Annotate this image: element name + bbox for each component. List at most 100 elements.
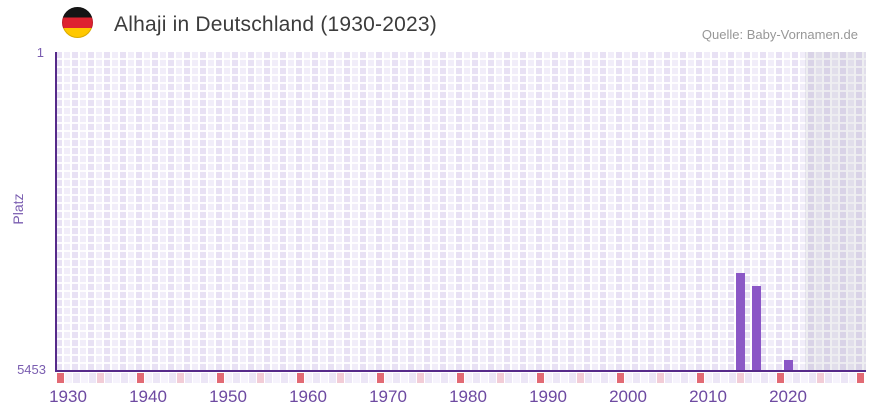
strip-cell [273,373,280,383]
strip-cell [89,373,96,383]
strip-cell [385,373,392,383]
strip-cell [561,373,568,383]
source-credit: Quelle: Baby-Vornamen.de [701,27,858,42]
strip-cell [473,373,480,383]
strip-major-tick [537,373,544,383]
x-axis-label-2010: 2010 [689,387,727,406]
strip-minor-tick [497,373,504,383]
strip-cell [833,373,840,383]
strip-minor-tick [177,373,184,383]
strip-cell [129,373,136,383]
y-axis-line [55,52,57,372]
bar-2016[interactable] [752,286,761,370]
strip-cell [281,373,288,383]
bar-2014[interactable] [736,273,745,370]
strip-cell [529,373,536,383]
chart-title: Alhaji in Deutschland (1930-2023) [114,13,437,36]
x-axis-line [55,370,866,372]
recent-years-shaded-region [805,52,866,370]
strip-cell [313,373,320,383]
strip-cell [289,373,296,383]
strip-cell [513,373,520,383]
strip-cell [113,373,120,383]
strip-cell [65,373,72,383]
strip-minor-tick [737,373,744,383]
strip-cell [673,373,680,383]
x-axis-label-1940: 1940 [129,387,167,406]
x-axis-label-1980: 1980 [449,387,487,406]
strip-minor-tick [817,373,824,383]
strip-major-tick [137,373,144,383]
strip-cell [153,373,160,383]
strip-cell [361,373,368,383]
strip-major-tick [57,373,64,383]
strip-cell [633,373,640,383]
strip-cell [241,373,248,383]
strip-cell [449,373,456,383]
strip-cell [713,373,720,383]
strip-cell [505,373,512,383]
bar-2020[interactable] [784,360,793,370]
german-flag-circle-icon [62,7,93,38]
strip-cell [601,373,608,383]
strip-cell [369,373,376,383]
strip-cell [841,373,848,383]
y-axis-bottom-label: 5453 [17,362,46,377]
strip-cell [185,373,192,383]
strip-cell [169,373,176,383]
strip-major-tick [777,373,784,383]
x-axis-label-1950: 1950 [209,387,247,406]
strip-cell [545,373,552,383]
x-axis-label-2000: 2000 [609,387,647,406]
strip-minor-tick [577,373,584,383]
strip-cell [121,373,128,383]
strip-major-tick [617,373,624,383]
strip-major-tick [377,373,384,383]
plot-area [56,52,866,370]
y-axis-top-label: 1 [36,45,44,60]
strip-cell [569,373,576,383]
x-axis-label-1970: 1970 [369,387,407,406]
strip-cell [849,373,856,383]
strip-cell [625,373,632,383]
strip-cell [393,373,400,383]
strip-minor-tick [337,373,344,383]
strip-cell [753,373,760,383]
strip-cell [329,373,336,383]
x-axis-label-1930: 1930 [49,387,87,406]
strip-cell [321,373,328,383]
strip-cell [521,373,528,383]
strip-cell [193,373,200,383]
strip-cell [825,373,832,383]
strip-major-tick [857,373,864,383]
strip-cell [745,373,752,383]
strip-cell [793,373,800,383]
strip-cell [433,373,440,383]
strip-cell [401,373,408,383]
strip-cell [233,373,240,383]
strip-cell [225,373,232,383]
strip-cell [665,373,672,383]
strip-cell [609,373,616,383]
strip-cell [201,373,208,383]
strip-cell [681,373,688,383]
strip-major-tick [457,373,464,383]
strip-cell [553,373,560,383]
strip-cell [73,373,80,383]
strip-cell [689,373,696,383]
strip-cell [593,373,600,383]
strip-cell [265,373,272,383]
strip-cell [441,373,448,383]
strip-minor-tick [257,373,264,383]
strip-cell [81,373,88,383]
strip-cell [209,373,216,383]
strip-cell [161,373,168,383]
strip-cell [721,373,728,383]
strip-minor-tick [97,373,104,383]
strip-cell [769,373,776,383]
strip-major-tick [697,373,704,383]
strip-cell [585,373,592,383]
strip-cell [249,373,256,383]
strip-cell [481,373,488,383]
